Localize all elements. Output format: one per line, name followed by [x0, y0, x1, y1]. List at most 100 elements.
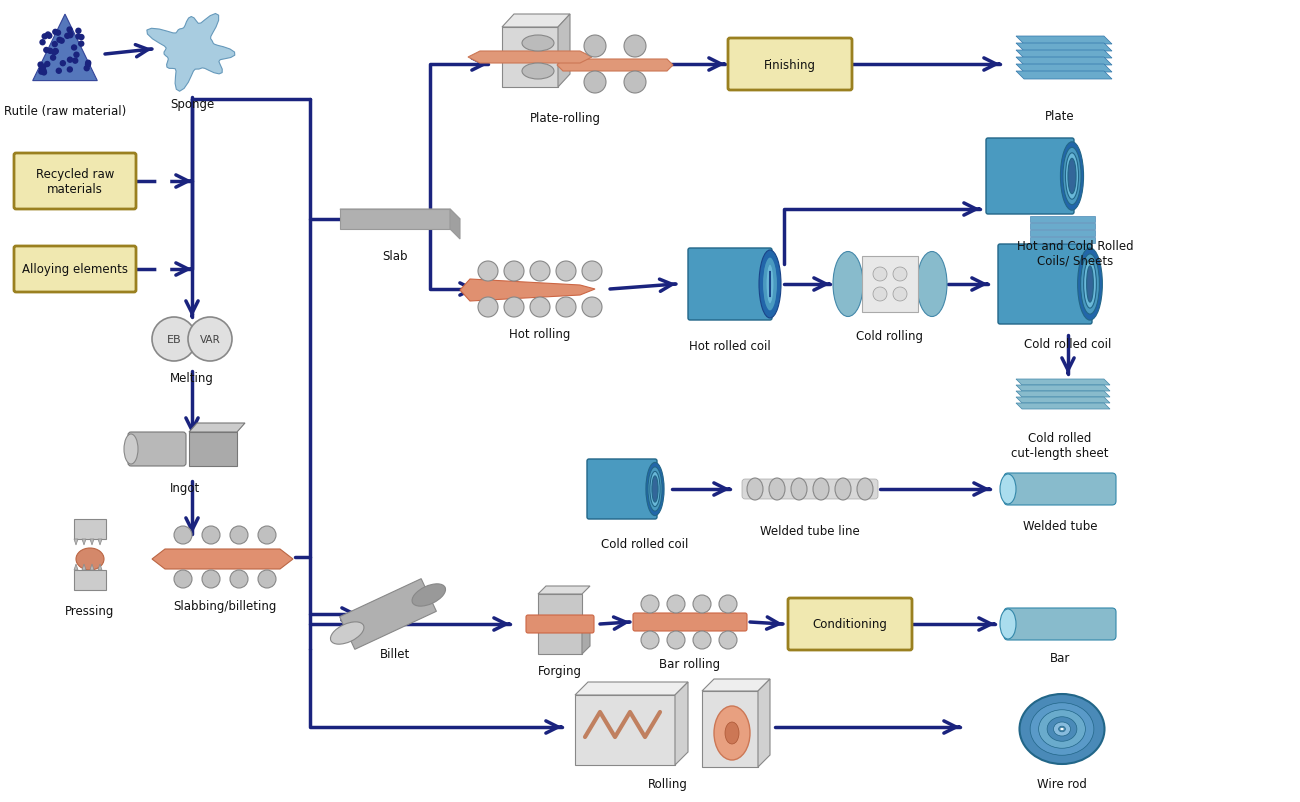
- Ellipse shape: [1060, 727, 1065, 731]
- Ellipse shape: [624, 36, 646, 58]
- Ellipse shape: [667, 595, 685, 614]
- Circle shape: [42, 34, 47, 40]
- Ellipse shape: [75, 549, 104, 570]
- Circle shape: [60, 62, 65, 67]
- FancyBboxPatch shape: [998, 245, 1092, 325]
- FancyBboxPatch shape: [14, 154, 136, 210]
- Text: Finishing: Finishing: [764, 59, 816, 71]
- Polygon shape: [702, 679, 770, 691]
- Ellipse shape: [1053, 722, 1070, 736]
- Circle shape: [874, 268, 887, 282]
- Ellipse shape: [651, 476, 658, 503]
- Ellipse shape: [1039, 710, 1086, 748]
- Ellipse shape: [124, 435, 138, 464]
- Text: Bar rolling: Bar rolling: [659, 657, 720, 670]
- Polygon shape: [1017, 37, 1112, 45]
- Circle shape: [42, 71, 47, 76]
- Polygon shape: [502, 15, 569, 28]
- Ellipse shape: [1066, 154, 1079, 200]
- Circle shape: [56, 31, 61, 36]
- Circle shape: [68, 68, 73, 73]
- Polygon shape: [538, 594, 582, 619]
- Ellipse shape: [763, 257, 777, 312]
- Circle shape: [53, 50, 57, 55]
- Polygon shape: [1030, 224, 1095, 229]
- Text: Alloying elements: Alloying elements: [22, 263, 127, 276]
- Polygon shape: [460, 280, 595, 302]
- Ellipse shape: [1061, 143, 1084, 211]
- Ellipse shape: [647, 468, 662, 512]
- Ellipse shape: [230, 570, 248, 588]
- FancyBboxPatch shape: [788, 598, 913, 650]
- Ellipse shape: [857, 479, 874, 500]
- Circle shape: [893, 268, 907, 282]
- Text: Billet: Billet: [380, 647, 410, 660]
- Polygon shape: [538, 630, 582, 654]
- Polygon shape: [147, 14, 235, 92]
- FancyBboxPatch shape: [74, 520, 107, 539]
- Ellipse shape: [833, 252, 863, 317]
- Circle shape: [52, 51, 57, 55]
- FancyBboxPatch shape: [728, 39, 852, 91]
- Polygon shape: [1017, 72, 1112, 80]
- Polygon shape: [758, 679, 770, 767]
- Ellipse shape: [641, 595, 659, 614]
- Circle shape: [65, 34, 70, 39]
- Polygon shape: [675, 683, 688, 765]
- Polygon shape: [1017, 386, 1110, 391]
- FancyBboxPatch shape: [688, 249, 772, 321]
- Ellipse shape: [693, 595, 711, 614]
- Text: Cold rolled
cut-length sheet: Cold rolled cut-length sheet: [1011, 431, 1109, 460]
- Ellipse shape: [1067, 159, 1076, 194]
- Ellipse shape: [202, 570, 220, 588]
- Ellipse shape: [725, 722, 738, 744]
- Ellipse shape: [835, 479, 852, 500]
- Text: Sponge: Sponge: [170, 98, 214, 111]
- Ellipse shape: [1087, 266, 1093, 302]
- Polygon shape: [74, 565, 78, 570]
- Polygon shape: [1017, 379, 1110, 386]
- Ellipse shape: [812, 479, 829, 500]
- Polygon shape: [502, 28, 558, 88]
- Polygon shape: [1030, 237, 1095, 244]
- Circle shape: [57, 38, 62, 43]
- Circle shape: [44, 63, 49, 67]
- Ellipse shape: [478, 298, 498, 318]
- FancyBboxPatch shape: [127, 432, 186, 467]
- Polygon shape: [1030, 217, 1095, 223]
- Circle shape: [86, 61, 91, 66]
- Text: Ingot: Ingot: [170, 481, 200, 494]
- Circle shape: [75, 35, 81, 40]
- Polygon shape: [1030, 231, 1095, 237]
- Circle shape: [74, 53, 79, 58]
- Polygon shape: [1017, 51, 1112, 59]
- Text: Cold rolling: Cold rolling: [857, 330, 923, 342]
- Text: Slabbing/billeting: Slabbing/billeting: [173, 599, 277, 612]
- Circle shape: [893, 288, 907, 302]
- Circle shape: [53, 50, 58, 55]
- Polygon shape: [341, 210, 450, 229]
- Ellipse shape: [1084, 261, 1096, 309]
- Polygon shape: [339, 579, 437, 650]
- Circle shape: [79, 43, 83, 47]
- FancyBboxPatch shape: [633, 614, 748, 631]
- Polygon shape: [558, 15, 569, 88]
- Ellipse shape: [1000, 610, 1017, 639]
- Text: Cold rolled coil: Cold rolled coil: [602, 537, 689, 550]
- Polygon shape: [98, 565, 101, 570]
- Ellipse shape: [1000, 475, 1017, 504]
- Circle shape: [73, 59, 78, 64]
- Polygon shape: [1017, 398, 1110, 403]
- Ellipse shape: [257, 570, 276, 588]
- FancyBboxPatch shape: [74, 570, 107, 590]
- Ellipse shape: [412, 584, 446, 606]
- Text: Slab: Slab: [382, 249, 408, 263]
- Circle shape: [84, 67, 90, 71]
- Polygon shape: [702, 691, 758, 767]
- Text: Welded tube: Welded tube: [1023, 520, 1097, 533]
- Polygon shape: [32, 15, 98, 82]
- Ellipse shape: [530, 298, 550, 318]
- Circle shape: [48, 49, 53, 55]
- Ellipse shape: [624, 72, 646, 94]
- Polygon shape: [582, 622, 590, 654]
